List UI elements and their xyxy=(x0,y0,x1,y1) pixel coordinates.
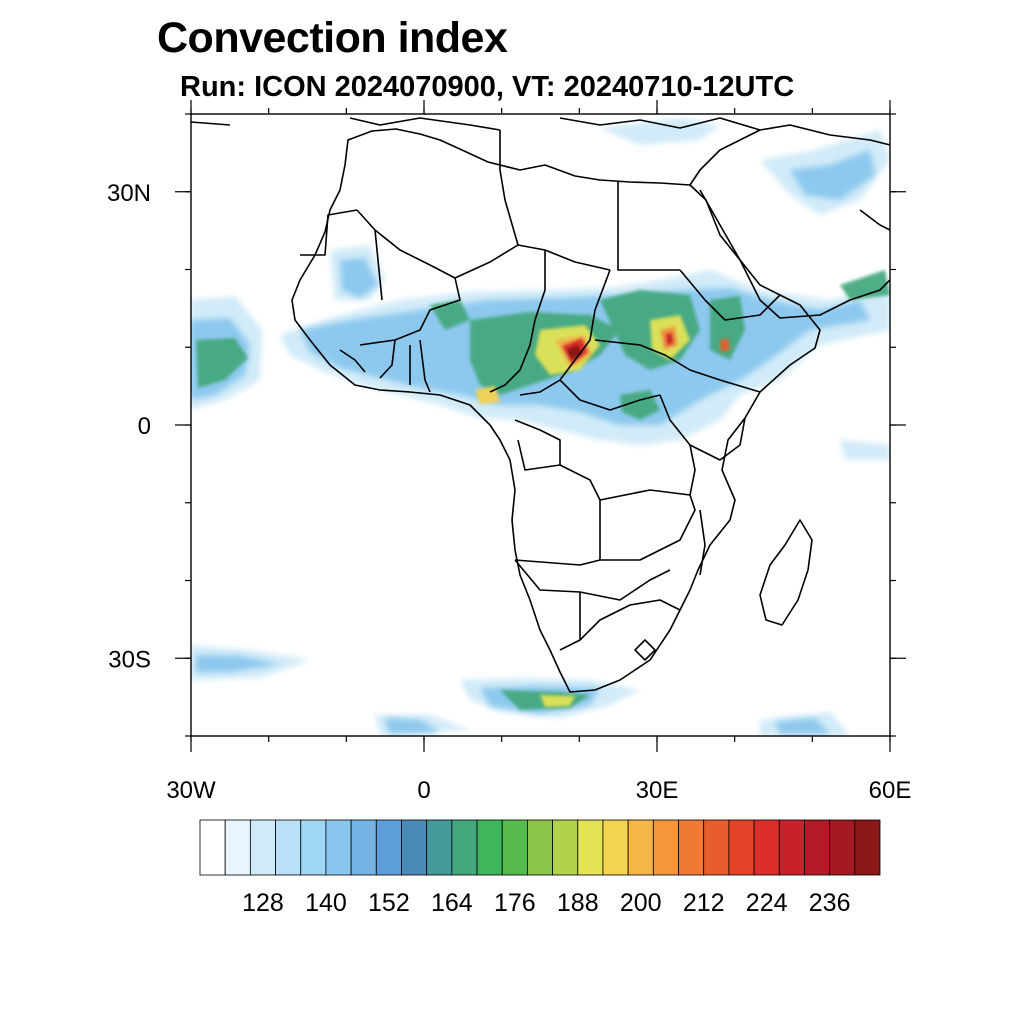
map-title: Convection index xyxy=(157,14,508,62)
colorbar-labels: 128 140 152 164 176 188 200 212 224 236 xyxy=(242,889,850,917)
colorbar-label: 188 xyxy=(557,889,599,917)
colorbar-label: 164 xyxy=(431,889,473,917)
colorbar-label: 236 xyxy=(809,889,851,917)
colorbar-swatch xyxy=(275,819,302,876)
colorbar xyxy=(199,819,881,876)
lat-tick-label: 30N xyxy=(107,180,151,207)
colorbar-swatch xyxy=(476,819,503,876)
colorbar-swatch xyxy=(577,819,604,876)
colorbar-label: 212 xyxy=(683,889,725,917)
lon-tick-label: 30E xyxy=(636,777,679,804)
colorbar-swatch xyxy=(778,819,805,876)
colorbar-swatch xyxy=(426,819,453,876)
colorbar-swatch xyxy=(375,819,402,876)
colorbar-label: 140 xyxy=(305,889,347,917)
colorbar-swatch xyxy=(350,819,377,876)
lat-tick-label: 30S xyxy=(108,646,151,673)
mediterranean-coast xyxy=(191,117,761,131)
lon-tick-label: 30W xyxy=(166,777,216,804)
colorbar-swatch xyxy=(552,819,579,876)
map-ticks xyxy=(175,100,906,752)
colorbar-label: 224 xyxy=(746,889,788,917)
convection-field xyxy=(191,118,890,736)
colorbar-swatch xyxy=(854,819,881,876)
colorbar-swatch xyxy=(753,819,780,876)
colorbar-swatch xyxy=(652,819,679,876)
colorbar-swatch xyxy=(678,819,705,876)
field-level-mid xyxy=(191,150,875,734)
colorbar-label: 128 xyxy=(242,889,284,917)
colorbar-swatch xyxy=(325,819,352,876)
colorbar-swatch xyxy=(602,819,629,876)
colorbar-swatch xyxy=(728,819,755,876)
colorbar-swatch xyxy=(804,819,831,876)
lon-tick-label: 0 xyxy=(417,777,430,804)
lat-tick-label: 0 xyxy=(138,413,151,440)
colorbar-swatch xyxy=(527,819,553,876)
colorbar-swatch xyxy=(199,819,226,876)
colorbar-swatch xyxy=(300,819,327,876)
coastlines-and-borders xyxy=(191,117,890,693)
map-tick-labels: 30W 0 30E 60E 30N 0 30S xyxy=(107,180,911,804)
colorbar-swatch xyxy=(401,819,428,876)
colorbar-swatch xyxy=(451,819,478,876)
colorbar-swatch xyxy=(829,819,856,876)
colorbar-swatch xyxy=(224,819,251,876)
madagascar-coastline xyxy=(759,519,813,626)
colorbar-swatch xyxy=(501,819,528,876)
colorbar-swatch xyxy=(249,819,276,876)
colorbar-swatch xyxy=(703,819,730,876)
lon-tick-label: 60E xyxy=(869,777,912,804)
map-subtitle: Run: ICON 2024070900, VT: 20240710-12UTC xyxy=(180,71,795,103)
colorbar-label: 200 xyxy=(620,889,662,917)
colorbar-label: 152 xyxy=(368,889,410,917)
field-level-low xyxy=(191,118,890,736)
colorbar-swatch xyxy=(627,819,654,876)
colorbar-label: 176 xyxy=(494,889,536,917)
